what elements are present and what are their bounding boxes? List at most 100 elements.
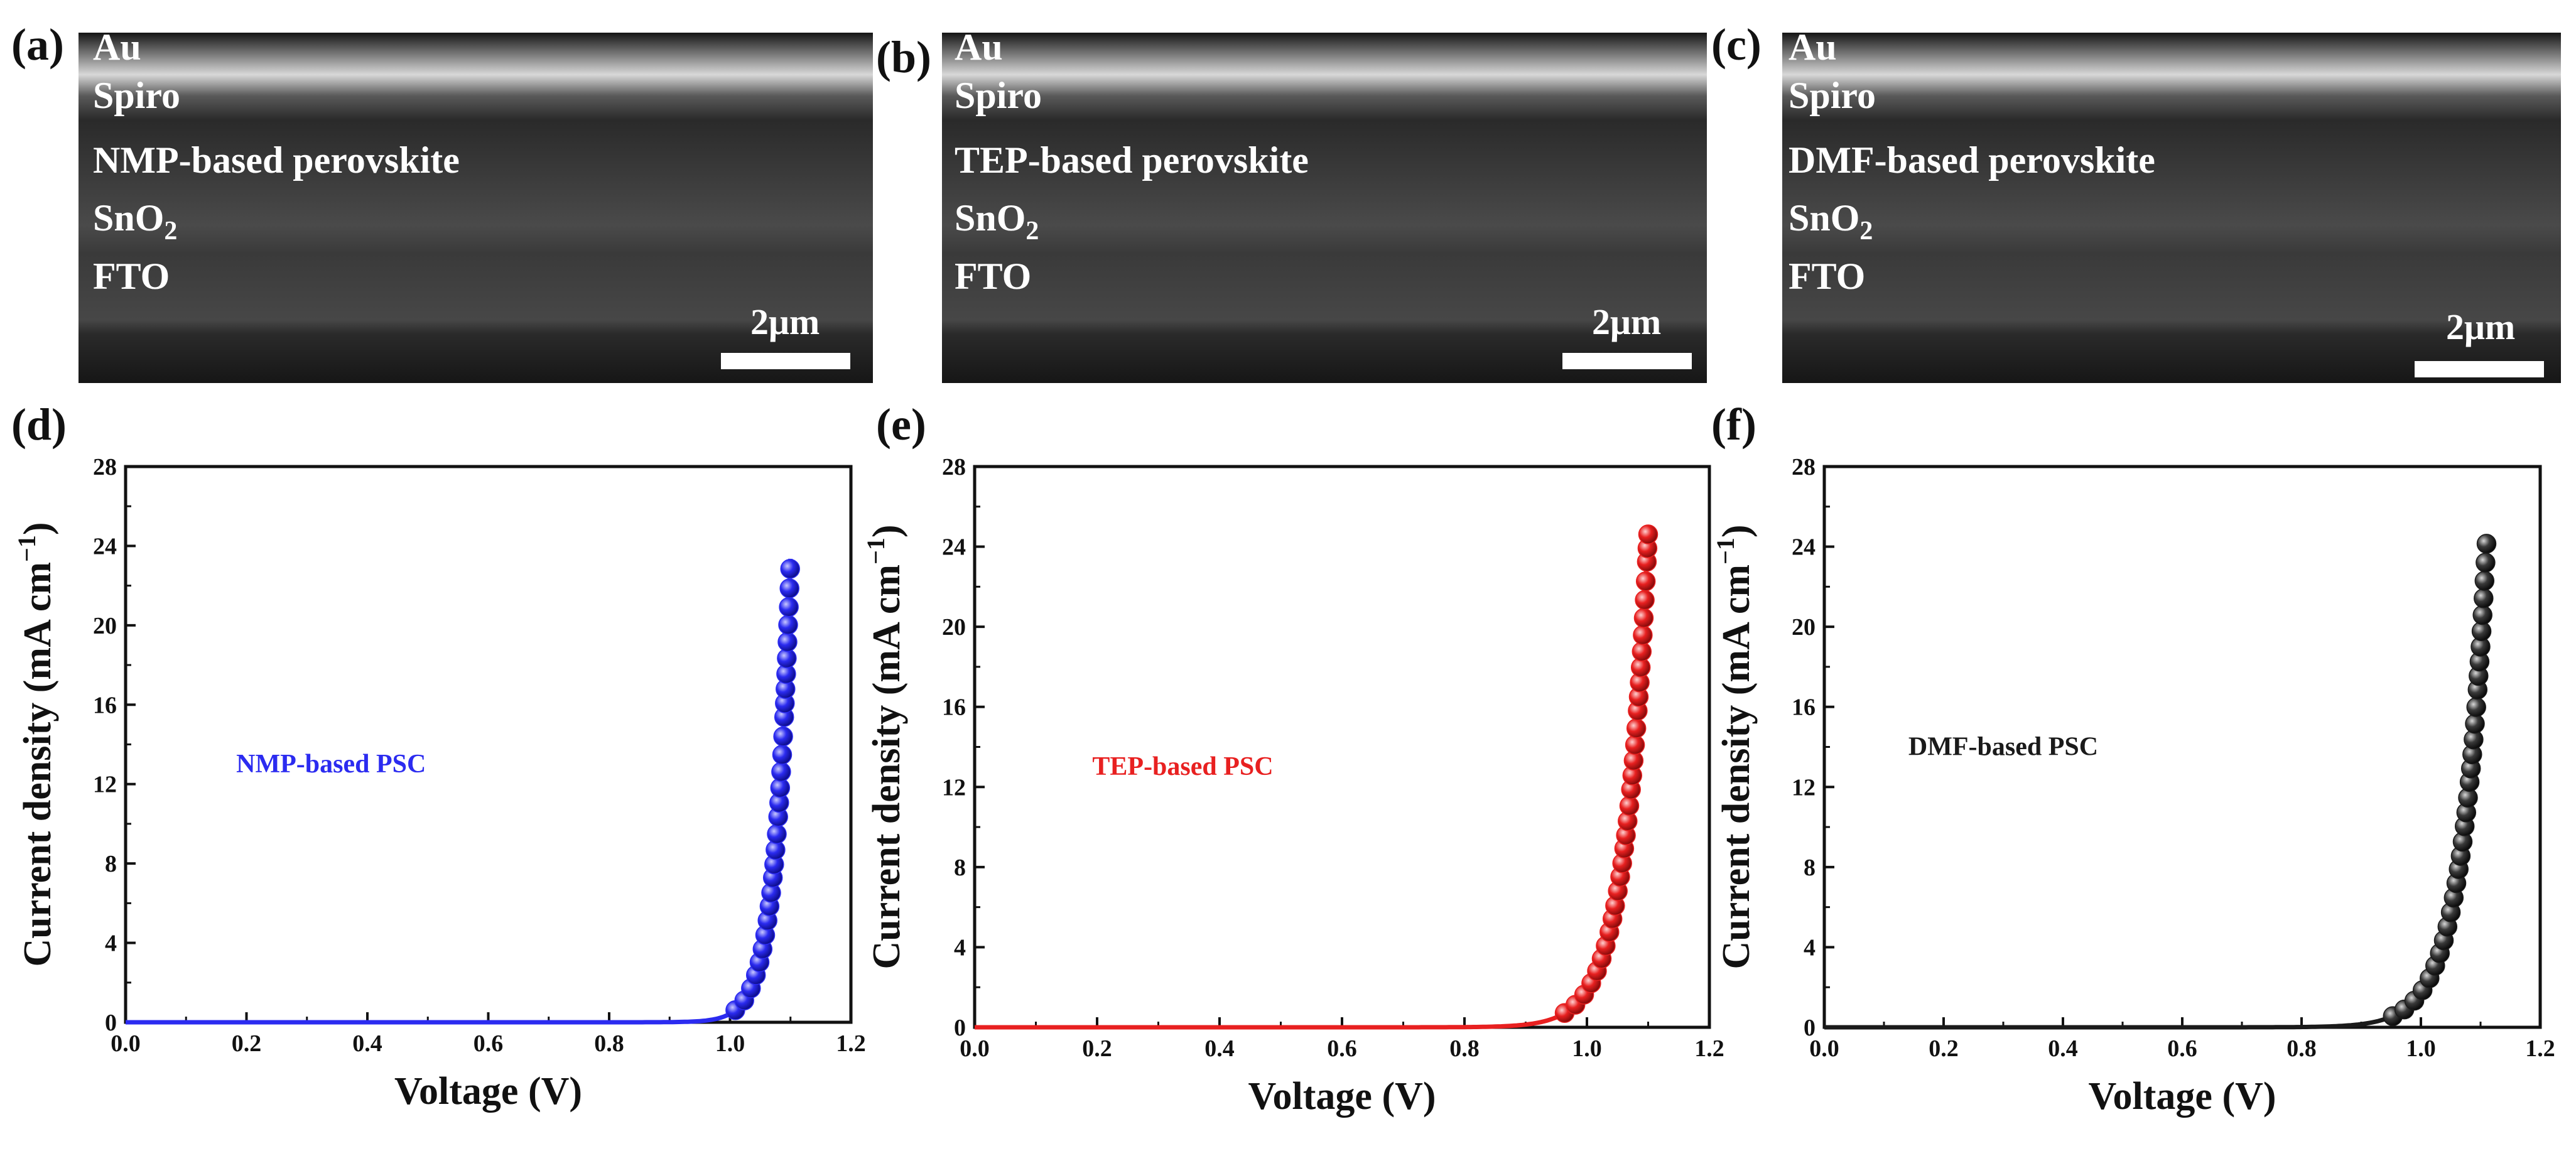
y-tick-label: 16 <box>93 692 117 718</box>
data-point <box>1625 735 1645 755</box>
layer-label-au: Au <box>955 26 1003 68</box>
data-point <box>772 745 793 765</box>
x-tick-label: 0.2 <box>1082 1035 1112 1062</box>
series-annotation: TEP-based PSC <box>1092 752 1273 781</box>
layer-label-perovskite: TEP-based perovskite <box>955 139 1309 181</box>
data-point <box>2466 697 2486 717</box>
y-tick-label: 16 <box>942 694 966 721</box>
data-point <box>779 597 799 617</box>
x-tick-label: 0.4 <box>2048 1035 2078 1062</box>
layer-label-sno2: SnO2 <box>93 197 177 246</box>
y-tick-label: 8 <box>1804 855 1816 881</box>
y-tick-label: 16 <box>1792 694 1816 721</box>
x-axis-title: Voltage (V) <box>1248 1075 1436 1118</box>
x-tick-label: 1.2 <box>2525 1035 2555 1062</box>
data-point <box>1635 590 1655 610</box>
layer-label-spiro: Spiro <box>93 75 180 116</box>
y-tick-label: 28 <box>942 454 966 480</box>
data-point <box>2465 713 2485 734</box>
x-tick-label: 1.0 <box>715 1030 745 1057</box>
data-point <box>2476 534 2497 554</box>
y-tick-label: 12 <box>942 774 966 801</box>
y-axis-title: Current density (mA cm−1) <box>862 524 908 969</box>
x-tick-label: 0.2 <box>232 1030 262 1057</box>
y-tick-label: 20 <box>942 614 966 640</box>
plot-frame <box>124 465 853 1024</box>
sem-image-a <box>78 33 873 383</box>
layer-label-au: Au <box>1789 26 1837 68</box>
y-tick-label: 4 <box>1804 934 1816 961</box>
layer-label-perovskite: NMP-based perovskite <box>93 139 460 181</box>
scale-bar <box>721 353 850 369</box>
data-point <box>1633 608 1654 628</box>
jv-chart-f: (f) 0.0 0.2 0.4 0.6 0.8 1.0 1.2 0 4 8 12 16 20 24 28 Vol… <box>1711 399 2555 1118</box>
panel-letter-f: (f) <box>1711 399 1756 450</box>
layer-label-spiro: Spiro <box>955 75 1042 116</box>
y-tick-label: 12 <box>1792 774 1816 801</box>
x-tick-label: 1.2 <box>1694 1035 1724 1062</box>
layer-label-fto: FTO <box>93 256 170 297</box>
y-tick-label: 12 <box>93 772 117 798</box>
y-tick-label: 20 <box>1792 614 1816 640</box>
jv-chart-e: (e) 0.0 0.2 0.4 0.6 0.8 1.0 1.2 0 4 8 12 16 20 24 28 Vol… <box>862 399 1724 1118</box>
panel-letter-b: (b) <box>876 32 931 82</box>
y-tick-label: 0 <box>105 1010 117 1036</box>
sem-panel-c: (c) Au Spiro DMF-based perovskite SnO2 F… <box>1711 19 2561 383</box>
y-tick-label: 8 <box>105 851 117 877</box>
scale-bar-label: 2μm <box>750 301 820 342</box>
data-point <box>1638 524 1659 544</box>
y-tick-label: 24 <box>93 533 117 559</box>
x-tick-label: 0.8 <box>594 1030 624 1057</box>
y-tick-label: 28 <box>1792 454 1816 480</box>
layer-label-sno2: SnO2 <box>1789 197 1873 246</box>
series-annotation: NMP-based PSC <box>236 750 426 779</box>
x-tick-label: 0.4 <box>352 1030 382 1057</box>
jv-curve-line <box>975 534 1650 1030</box>
sem-image-b <box>942 33 1707 383</box>
data-point <box>780 559 800 579</box>
data-point <box>778 615 798 635</box>
panel-letter-a: (a) <box>11 19 64 70</box>
data-point <box>1635 571 1656 592</box>
sem-panel-b: (b) Au Spiro TEP-based perovskite SnO2 F… <box>876 26 1707 383</box>
y-tick-label: 28 <box>93 454 117 480</box>
y-axis-title: Current density (mA cm−1) <box>13 522 59 966</box>
x-tick-label: 1.2 <box>836 1030 866 1057</box>
x-tick-label: 0.0 <box>960 1035 990 1062</box>
data-point <box>2474 571 2495 591</box>
x-tick-label: 0.0 <box>1809 1035 1839 1062</box>
x-tick-label: 0.8 <box>1449 1035 1480 1062</box>
data-point <box>2474 588 2494 608</box>
y-axis-title: Current density (mA cm−1) <box>1711 524 1758 969</box>
jv-chart-d: (d) 0.0 0.2 0.4 0.6 0.8 1.0 1.2 0 4 8 12 16 20 24 28 Vol… <box>11 399 866 1113</box>
data-point <box>1632 641 1652 662</box>
x-tick-label: 0.4 <box>1204 1035 1235 1062</box>
x-tick-label: 0.8 <box>2286 1035 2317 1062</box>
data-point <box>1633 625 1653 646</box>
jv-curve-line <box>126 558 793 1025</box>
y-tick-label: 20 <box>93 613 117 639</box>
layer-label-au: Au <box>93 26 141 68</box>
x-axis-title: Voltage (V) <box>394 1070 582 1113</box>
data-point <box>1626 718 1647 738</box>
y-tick-label: 0 <box>1804 1015 1816 1041</box>
layer-label-spiro: Spiro <box>1789 75 1876 116</box>
data-point <box>2476 553 2496 573</box>
x-tick-label: 1.0 <box>2406 1035 2436 1062</box>
layer-label-fto: FTO <box>955 256 1031 297</box>
x-tick-label: 1.0 <box>1572 1035 1602 1062</box>
layer-label-sno2: SnO2 <box>955 197 1039 246</box>
y-tick-label: 24 <box>1792 534 1816 561</box>
x-tick-label: 0.6 <box>474 1030 504 1057</box>
data-point <box>767 824 787 844</box>
series-annotation: DMF-based PSC <box>1908 732 2098 761</box>
y-tick-label: 24 <box>942 534 966 561</box>
scale-bar-label: 2μm <box>1592 301 1661 342</box>
y-tick-label: 0 <box>954 1015 966 1041</box>
y-tick-label: 4 <box>954 934 966 961</box>
y-tick-label: 4 <box>105 931 117 957</box>
x-axis-title: Voltage (V) <box>2088 1075 2276 1118</box>
data-point <box>777 632 798 652</box>
data-point <box>779 578 799 598</box>
